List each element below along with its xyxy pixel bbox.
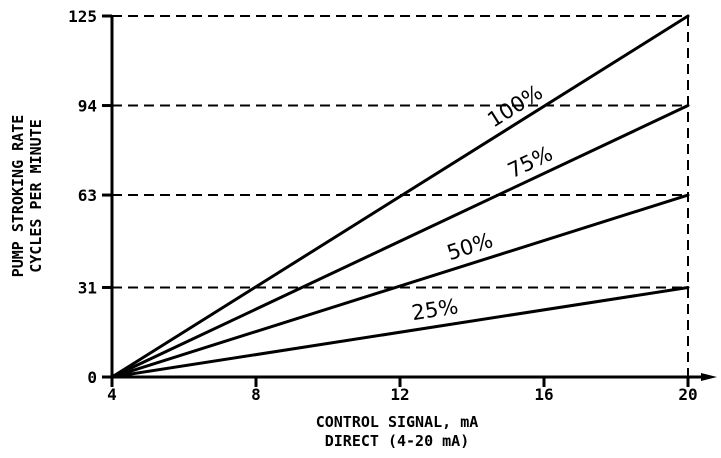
series-line-50-percent xyxy=(110,193,690,379)
y-tick-label-63: 63 xyxy=(78,186,97,205)
x-tick-label-16: 16 xyxy=(534,385,553,404)
series-label-25-percent: 25% xyxy=(410,294,460,325)
x-axis-title-line-1: CONTROL SIGNAL, mA xyxy=(316,413,479,431)
y-axis-title-line-1: PUMP STROKING RATE xyxy=(9,115,27,278)
series-label-75-percent: 75% xyxy=(504,141,556,183)
y-tick-label-94: 94 xyxy=(78,97,97,116)
y-tick-label-0: 0 xyxy=(87,368,97,387)
series-line-25-percent xyxy=(110,285,690,379)
tick-marks xyxy=(102,14,690,387)
x-tick-label-12: 12 xyxy=(390,385,409,404)
series-line-75-percent xyxy=(110,104,690,379)
series-line-100-percent xyxy=(110,14,690,379)
x-tick-label-8: 8 xyxy=(251,385,261,404)
x-axis-title-line-2: DIRECT (4-20 mA) xyxy=(325,432,470,450)
axes xyxy=(110,16,717,381)
y-axis-title-line-2: CYCLES PER MINUTE xyxy=(27,119,45,273)
x-axis-arrow xyxy=(701,373,717,381)
y-tick-label-125: 125 xyxy=(68,7,97,26)
y-tick-label-31: 31 xyxy=(78,278,97,297)
x-tick-label-20: 20 xyxy=(678,385,697,404)
tick-labels: 0 31 63 94 125 4 8 12 16 20 xyxy=(68,7,698,404)
series-lines xyxy=(110,14,690,379)
x-tick-label-4: 4 xyxy=(107,385,117,404)
